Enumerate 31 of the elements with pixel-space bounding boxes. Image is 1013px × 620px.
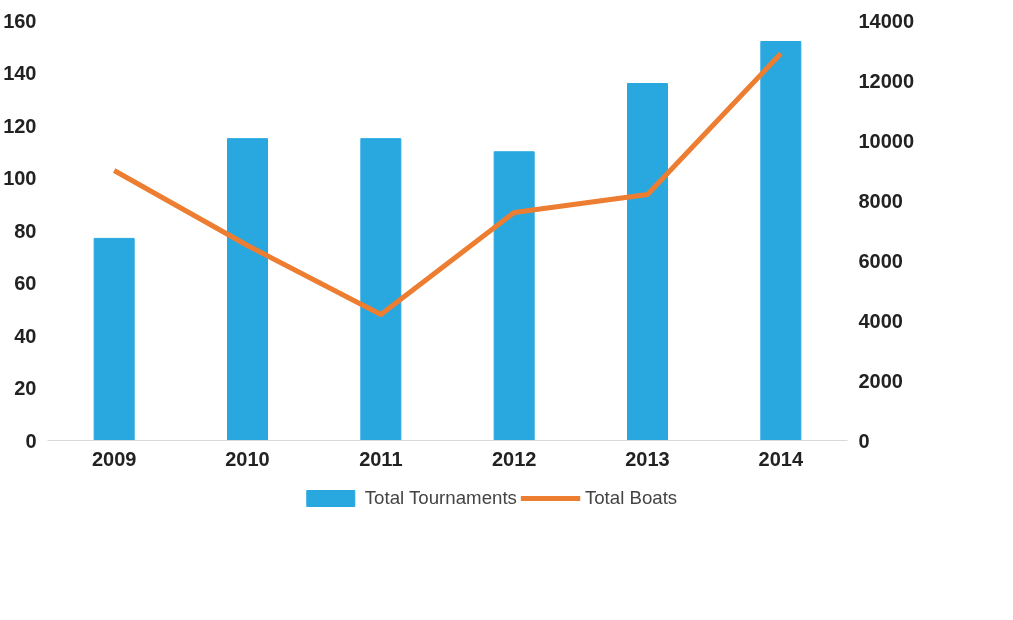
bar — [760, 41, 802, 441]
y2-tick-label: 8000 — [858, 189, 903, 212]
bar — [627, 83, 668, 441]
y-tick-label: 160 — [3, 9, 37, 32]
y-tick-label: 120 — [3, 114, 37, 137]
y2-tick-label: 2000 — [858, 369, 903, 392]
x-tick-label: 2014 — [758, 447, 804, 470]
x-tick-label: 2012 — [491, 447, 537, 470]
y-tick-label: 20 — [14, 377, 37, 399]
y2-tick-label: 12000 — [858, 69, 915, 92]
y2-tick-label: 0 — [858, 429, 870, 452]
y-tick-label: 40 — [14, 324, 37, 347]
x-tick-label: 2011 — [359, 447, 403, 470]
bar — [227, 138, 268, 441]
bar — [93, 237, 135, 441]
y2-tick-label: 4000 — [858, 309, 903, 332]
y-tick-label: 100 — [3, 167, 37, 189]
y-tick-label: 60 — [14, 272, 37, 294]
x-tick-label: 2009 — [91, 447, 137, 470]
x-tick-label: 2010 — [225, 447, 270, 470]
y2-tick-label: 10000 — [858, 129, 915, 152]
bar — [493, 151, 535, 441]
y-tick-label: 80 — [14, 219, 37, 242]
y-tick-label: 0 — [25, 429, 37, 452]
y2-tick-label: 6000 — [858, 249, 903, 272]
x-tick-label: 2013 — [625, 447, 670, 470]
legend-label: Total Boats — [584, 487, 678, 509]
legend-label: Total Tournaments — [364, 487, 517, 509]
bar — [360, 138, 402, 441]
y2-tick-label: 14000 — [858, 9, 915, 32]
y-tick-label: 140 — [3, 62, 37, 84]
